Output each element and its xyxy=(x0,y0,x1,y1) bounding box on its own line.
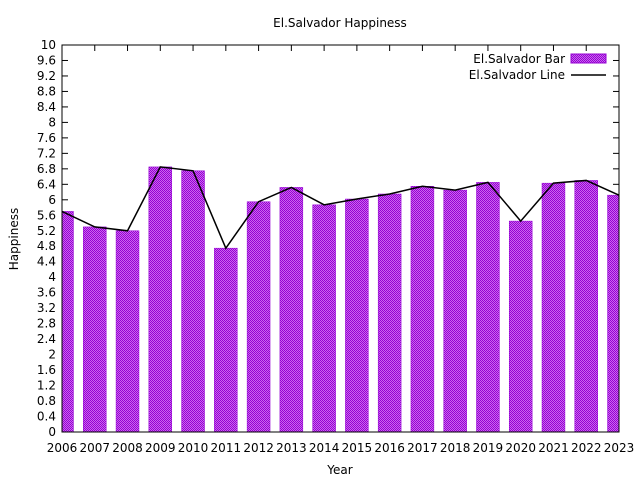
bar-2022 xyxy=(574,180,598,433)
bar-2013 xyxy=(279,187,304,433)
x-tick-label: 2006 xyxy=(47,441,78,455)
x-tick-label: 2011 xyxy=(211,441,242,455)
y-tick-label: 6.4 xyxy=(37,177,56,191)
bar-2015 xyxy=(345,198,369,433)
x-tick-label: 2020 xyxy=(505,441,536,455)
bar-2006 xyxy=(61,211,74,433)
x-tick-label: 2018 xyxy=(440,441,471,455)
bar-2012 xyxy=(246,201,271,433)
y-tick-label: 8.8 xyxy=(37,84,56,98)
y-tick-label: 5.6 xyxy=(37,208,56,222)
x-tick-label: 2008 xyxy=(112,441,143,455)
y-tick-label: 3.2 xyxy=(37,301,56,315)
bar-2008 xyxy=(115,230,140,433)
bar-2010 xyxy=(181,170,205,433)
legend-bar-label: El.Salvador Bar xyxy=(473,52,565,66)
x-tick-label: 2007 xyxy=(79,441,110,455)
x-tick-label: 2015 xyxy=(342,441,373,455)
y-tick-label: 0 xyxy=(48,425,56,439)
y-axis-ticks: 00.40.81.21.622.42.83.23.644.44.85.25.66… xyxy=(37,38,619,439)
y-tick-label: 5.2 xyxy=(37,224,56,238)
bar-2017 xyxy=(410,186,435,433)
x-tick-label: 2016 xyxy=(374,441,405,455)
y-tick-label: 0.4 xyxy=(37,410,56,424)
y-tick-label: 6.8 xyxy=(37,162,56,176)
legend-bar-swatch xyxy=(570,53,607,64)
x-tick-label: 2009 xyxy=(145,441,176,455)
bar-2023 xyxy=(607,194,620,433)
line-series xyxy=(61,166,620,250)
y-tick-label: 0.8 xyxy=(37,394,56,408)
x-tick-label: 2017 xyxy=(407,441,438,455)
bar-2019 xyxy=(476,182,500,433)
bar-series xyxy=(61,166,620,433)
y-tick-label: 7.6 xyxy=(37,131,56,145)
y-tick-label: 3.6 xyxy=(37,286,56,300)
y-tick-label: 9.6 xyxy=(37,53,56,67)
chart-title: El.Salvador Happiness xyxy=(273,16,407,30)
x-axis-label: Year xyxy=(326,463,352,477)
bar-2016 xyxy=(377,193,402,433)
bar-2014 xyxy=(312,204,336,433)
plot-frame xyxy=(61,44,620,433)
bar-2021 xyxy=(541,182,566,433)
y-tick-label: 4.4 xyxy=(37,255,56,269)
bar-2007 xyxy=(83,226,107,433)
bar-2018 xyxy=(443,189,467,433)
x-tick-label: 2012 xyxy=(243,441,274,455)
x-tick-label: 2010 xyxy=(178,441,209,455)
legend: El.Salvador Bar El.Salvador Line xyxy=(469,52,607,82)
bar-2020 xyxy=(508,220,533,433)
y-axis-label: Happiness xyxy=(7,208,21,270)
line-path xyxy=(61,166,620,250)
x-axis-ticks: 2006 2007 2008 2009 2010 2011 2012 2013 2014 2015… xyxy=(47,45,635,455)
y-tick-label: 2.8 xyxy=(37,317,56,331)
x-tick-label: 2014 xyxy=(309,441,340,455)
y-tick-label: 2 xyxy=(48,348,56,362)
y-tick-label: 4.8 xyxy=(37,239,56,253)
bar-2009 xyxy=(148,166,173,433)
x-tick-label: 2022 xyxy=(571,441,602,455)
x-tick-label: 2019 xyxy=(473,441,504,455)
x-tick-label: 2013 xyxy=(276,441,307,455)
y-tick-label: 8.4 xyxy=(37,100,56,114)
y-tick-label: 6 xyxy=(48,193,56,207)
y-tick-label: 9.2 xyxy=(37,69,56,83)
y-tick-label: 8 xyxy=(48,115,56,129)
y-tick-label: 1.2 xyxy=(37,379,56,393)
x-tick-label: 2021 xyxy=(538,441,569,455)
y-tick-label: 2.4 xyxy=(37,332,56,346)
y-tick-label: 4 xyxy=(48,270,56,284)
legend-line-label: El.Salvador Line xyxy=(469,68,565,82)
y-tick-label: 10 xyxy=(41,38,56,52)
y-tick-label: 1.6 xyxy=(37,363,56,377)
y-tick-label: 7.2 xyxy=(37,146,56,160)
bar-2011 xyxy=(214,247,238,433)
x-tick-label: 2023 xyxy=(604,441,635,455)
